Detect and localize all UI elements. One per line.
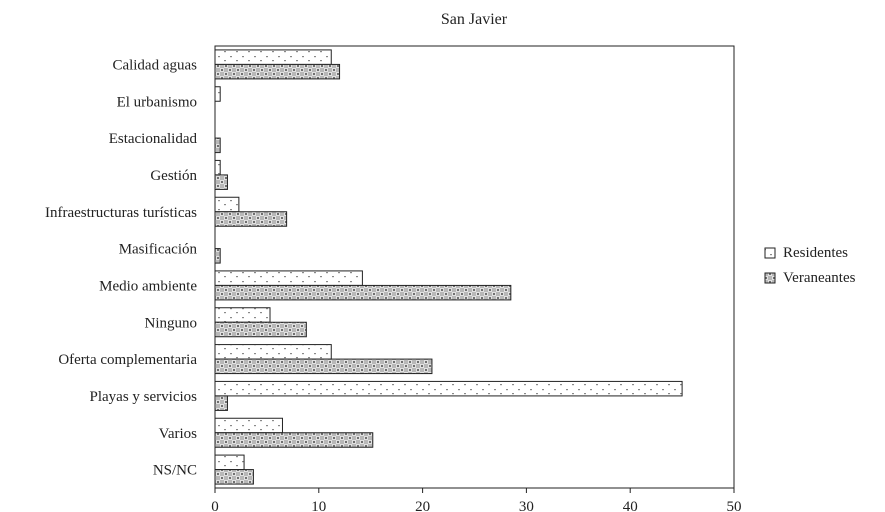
legend-label-residentes: Residentes [783,245,848,261]
category-label-estacionalidad: Estacionalidad [109,131,198,147]
category-label-ninguno: Ninguno [145,315,198,331]
category-label-gestion: Gestión [150,168,197,184]
bar-veraneantes-varios [214,432,374,448]
bar-residentes-ninguno [214,307,271,323]
bar-residentes-calidad-aguas [214,49,332,65]
category-label-el-urbanismo: El urbanismo [117,94,197,110]
bar-residentes-ns-nc [214,454,245,471]
bar-residentes-oferta-complementaria [214,344,332,360]
x-tick-label-40: 40 [623,499,638,512]
x-tick-label-0: 0 [211,499,219,512]
bar-veraneantes-estacionalidad [214,137,221,154]
bar-veraneantes-oferta-complementaria [214,358,433,375]
category-label-oferta-complementaria: Oferta complementaria [58,352,197,368]
bar-veraneantes-ns-nc [214,469,254,485]
bar-residentes-varios [214,417,283,434]
bar-veraneantes-ninguno [214,321,307,338]
bar-residentes-playas-y-servicios [214,380,683,397]
category-label-varios: Varios [159,426,197,442]
bar-residentes-infraestructuras-turisticas [214,196,240,213]
x-tick-label-50: 50 [727,499,742,512]
bar-veraneantes-medio-ambiente [214,284,512,301]
category-label-playas-y-servicios: Playas y servicios [90,389,198,405]
category-label-medio-ambiente: Medio ambiente [99,278,197,294]
legend-swatch-residentes [764,247,776,259]
category-label-calidad-aguas: Calidad aguas [112,57,197,73]
bar-residentes-gestion [214,159,221,176]
bar-residentes-medio-ambiente [214,270,363,286]
chart-title: San Javier [441,11,508,28]
category-label-infraestructuras-turisticas: Infraestructuras turísticas [45,205,197,221]
bar-veraneantes-playas-y-servicios [214,395,228,411]
x-tick-label-30: 30 [519,499,534,512]
x-tick-label-20: 20 [415,499,430,512]
category-label-masificacion: Masificación [119,242,198,258]
legend: Residentes Veraneantes [764,245,856,286]
bar-veraneantes-calidad-aguas [214,63,341,80]
legend-swatch-veraneantes [764,272,776,284]
bar-veraneantes-infraestructuras-turisticas [214,211,288,227]
x-tick-label-10: 10 [311,499,326,512]
bar-veraneantes-gestion [214,174,228,190]
plot-area [214,45,735,489]
bar-veraneantes-masificacion [214,248,221,264]
category-label-ns-nc: NS/NC [153,463,197,479]
bar-residentes-el-urbanismo [214,86,221,102]
legend-label-veraneantes: Veraneantes [783,270,856,286]
